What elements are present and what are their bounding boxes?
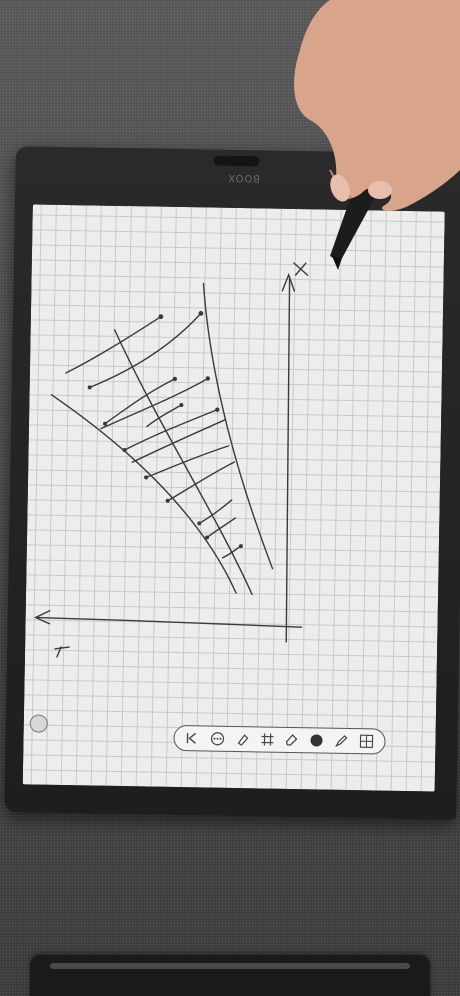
shape-icon xyxy=(261,733,274,746)
layers-icon xyxy=(359,734,373,748)
collapse-icon xyxy=(187,732,197,744)
curve-outer xyxy=(50,394,237,594)
collapse-toolbar-button[interactable] xyxy=(184,729,202,747)
camera-slot xyxy=(213,155,260,167)
curve-inner xyxy=(202,282,274,570)
layers-button[interactable] xyxy=(357,732,375,750)
eink-tablet: BOOX xyxy=(4,146,460,820)
pen-icon xyxy=(334,735,348,748)
color-button[interactable] xyxy=(307,731,325,749)
brand-label: BOOX xyxy=(227,171,261,184)
drawing-toolbar xyxy=(173,724,386,755)
eraser-icon xyxy=(286,734,298,746)
eraser-button[interactable] xyxy=(283,731,301,749)
horizontal-axis-arrow xyxy=(33,610,51,625)
y-label-mark xyxy=(54,646,70,658)
shape-button[interactable] xyxy=(258,730,276,748)
device-edge xyxy=(50,963,410,969)
horizontal-axis xyxy=(36,616,303,628)
hand-sketch xyxy=(33,262,309,658)
lasso-button[interactable] xyxy=(233,730,251,748)
pen-button[interactable] xyxy=(332,732,350,750)
lasso-icon xyxy=(237,734,249,746)
x-label-mark xyxy=(293,262,309,276)
vertical-axis xyxy=(285,276,291,643)
more-icon xyxy=(211,732,225,746)
vertical-axis-arrow xyxy=(281,272,296,292)
note-canvas[interactable] xyxy=(22,204,445,792)
second-device xyxy=(30,955,430,996)
color-dot-icon xyxy=(310,734,323,747)
more-button[interactable] xyxy=(209,730,227,748)
